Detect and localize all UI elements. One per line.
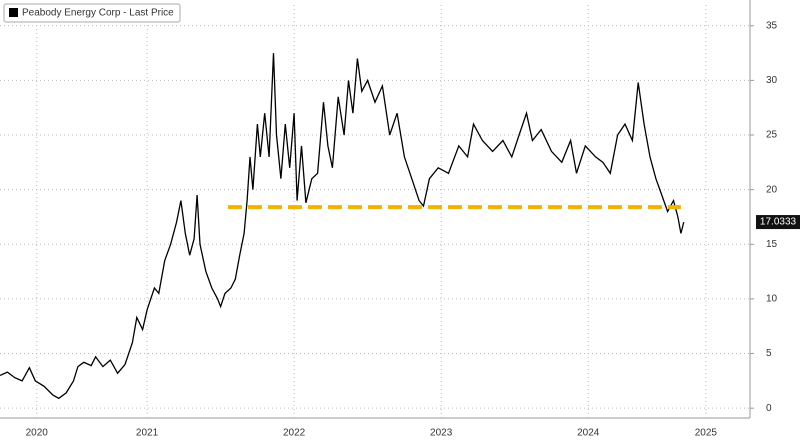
y-tick-label: 35 xyxy=(766,20,778,31)
y-tick-label: 30 xyxy=(766,75,778,86)
x-tick-label: 2025 xyxy=(695,428,718,439)
last-price-box xyxy=(756,215,800,230)
y-tick-label: 0 xyxy=(766,403,772,414)
x-tick-label: 2023 xyxy=(430,428,453,439)
price-line xyxy=(0,53,685,400)
y-tick-label: 20 xyxy=(766,184,778,195)
y-tick-label: 15 xyxy=(766,239,778,250)
x-tick-label: 2022 xyxy=(283,428,306,439)
last-price-label: 17.0333 xyxy=(760,217,797,228)
y-tick-label: 10 xyxy=(766,294,778,305)
y-tick-label: 5 xyxy=(766,348,772,359)
legend-label: Peabody Energy Corp - Last Price xyxy=(22,8,174,19)
x-tick-label: 2024 xyxy=(577,428,600,439)
legend xyxy=(3,3,181,23)
x-tick-label: 2021 xyxy=(136,428,159,439)
x-tick-label: 2020 xyxy=(26,428,49,439)
legend-swatch xyxy=(9,8,18,17)
y-tick-label: 25 xyxy=(766,130,778,141)
